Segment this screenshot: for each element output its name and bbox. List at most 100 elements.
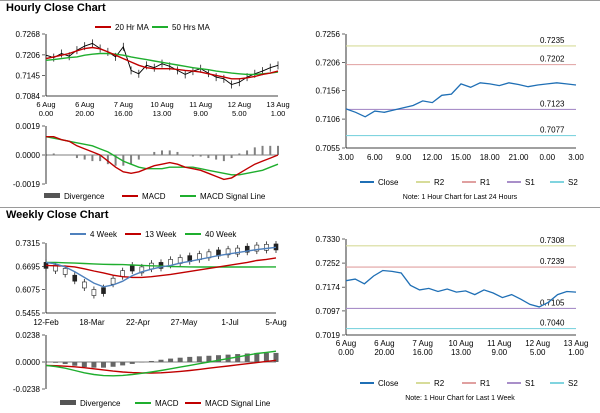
hourly-price-x-tick-date: 10 Aug bbox=[150, 100, 173, 109]
legend-s1-label: S1 bbox=[525, 178, 535, 187]
x-tick-label: 15.00 bbox=[451, 153, 472, 162]
weekly-section-title: Weekly Close Chart bbox=[6, 209, 109, 221]
week40-line bbox=[46, 261, 276, 268]
level-s1-label: 0.7123 bbox=[540, 99, 565, 108]
week4-line bbox=[45, 246, 277, 288]
weekly-price-x-tick: 18-Mar bbox=[79, 318, 105, 327]
divergence-bar bbox=[244, 353, 250, 362]
x-tick-time: 16.00 bbox=[413, 348, 434, 357]
x-tick-date: 13 Aug bbox=[564, 339, 589, 348]
divergence-bar bbox=[148, 360, 154, 362]
legend-13week-label: 13 Week bbox=[145, 230, 177, 239]
chart-note: Note: 1 Hour Chart for Last 1 Week bbox=[405, 395, 515, 402]
level-r2-label: 0.7308 bbox=[540, 236, 565, 245]
x-tick-time: 5.00 bbox=[530, 348, 546, 357]
x-tick-label: 6.00 bbox=[367, 153, 383, 162]
hourly-price-y-tick-label: 0.7084 bbox=[16, 92, 41, 101]
weekly-price-chart: 4 Week 13 Week 40 Week 0.7315 0.6695 0.6075 0.… bbox=[16, 230, 287, 327]
weekly-macd-y-tick-label: 0.0000 bbox=[16, 358, 41, 367]
x-tick-time: 9.00 bbox=[492, 348, 508, 357]
level-r1-label: 0.7202 bbox=[540, 55, 565, 64]
divergence-bar bbox=[187, 356, 193, 362]
legend-50hr-ma-label: 50 Hrs MA bbox=[172, 23, 210, 32]
divergence-bar bbox=[158, 359, 164, 362]
x-tick-label: 12.00 bbox=[422, 153, 443, 162]
hourly-macd-y-tick-label: 0.0019 bbox=[16, 122, 41, 131]
legend-divergence-label: Divergence bbox=[80, 399, 121, 408]
macd-line bbox=[46, 136, 279, 181]
weekly_close-y-tick-label: 0.7019 bbox=[316, 331, 341, 340]
x-tick-time: 0.00 bbox=[338, 348, 354, 357]
weekly_close-y-tick-label: 0.7097 bbox=[316, 307, 341, 316]
hourly-close-chart: 0.7256 0.7206 0.7156 0.7106 0.7055 0.7235 0.72… bbox=[316, 30, 585, 201]
x-tick-date: 11 Aug bbox=[487, 339, 511, 348]
x-tick-time: 1.00 bbox=[568, 348, 584, 357]
hourly-section-title: Hourly Close Chart bbox=[6, 2, 106, 14]
divergence-bar bbox=[254, 352, 260, 362]
weekly-macd-y-tick-label: -0.0238 bbox=[13, 385, 41, 394]
x-tick-date: 12 Aug bbox=[525, 339, 550, 348]
weekly_close-y-tick-label: 0.7330 bbox=[316, 235, 341, 244]
hourly-macd-y-tick-label: -0.0019 bbox=[13, 180, 41, 189]
legend-s2-label: S2 bbox=[568, 178, 578, 187]
candle-body bbox=[264, 244, 269, 251]
x-tick-label: 0.00 bbox=[539, 153, 555, 162]
legend-divergence-swatch bbox=[44, 193, 60, 198]
candle-body bbox=[72, 274, 78, 282]
divergence-bar bbox=[101, 362, 106, 368]
divergence-bar bbox=[62, 362, 68, 365]
weekly-price-x-tick: 27-May bbox=[171, 318, 198, 327]
divergence-bar bbox=[91, 362, 97, 368]
hourly_close-y-tick-label: 0.7055 bbox=[316, 144, 341, 153]
weekly_close-y-tick-label: 0.7174 bbox=[316, 283, 341, 292]
legend-divergence-swatch bbox=[60, 400, 76, 405]
candle-body bbox=[254, 244, 260, 252]
hourly-price-x-tick-time: 16.00 bbox=[114, 109, 133, 118]
candle-body bbox=[91, 289, 97, 296]
candle-body bbox=[101, 287, 106, 294]
x-tick-time: 20.00 bbox=[374, 348, 395, 357]
divergence-bar bbox=[81, 362, 87, 368]
x-tick-date: 6 Aug bbox=[374, 339, 394, 348]
weekly-price-y-tick-label: 0.7315 bbox=[16, 239, 41, 248]
legend-r1-label: R1 bbox=[480, 379, 491, 388]
divergence-bar bbox=[273, 352, 279, 362]
divergence-bar bbox=[53, 362, 59, 363]
x-tick-label: 3.00 bbox=[338, 153, 354, 162]
hourly-price-chart: 20 Hr MA 50 Hrs MA 0.7268 0.7206 0.7145 0.708… bbox=[16, 23, 290, 118]
hourly-price-x-tick-date: 6 Aug bbox=[75, 100, 94, 109]
weekly-price-x-tick: 12-Feb bbox=[33, 318, 59, 327]
hourly-price-x-tick-time: 20.00 bbox=[75, 109, 94, 118]
hourly-price-y-tick-label: 0.7268 bbox=[16, 30, 41, 39]
hourly-price-y-tick-label: 0.7145 bbox=[16, 71, 41, 80]
candle-body bbox=[82, 281, 87, 289]
level-s2-label: 0.7040 bbox=[540, 319, 565, 328]
hourly_close-y-tick-label: 0.7106 bbox=[316, 115, 341, 124]
hourly-price-x-tick-date: 7 Aug bbox=[114, 100, 133, 109]
chart-note: Note: 1 Hour Chart for Last 24 Hours bbox=[403, 194, 518, 201]
legend-r2-label: R2 bbox=[434, 178, 445, 187]
price-line bbox=[45, 42, 279, 85]
level-r1-label: 0.7239 bbox=[540, 257, 565, 266]
x-tick-label: 3.00 bbox=[568, 153, 584, 162]
legend-20hr-ma-label: 20 Hr MA bbox=[115, 23, 149, 32]
divergence-bar bbox=[263, 352, 269, 362]
legend-close-label: Close bbox=[378, 178, 399, 187]
x-tick-label: 18.00 bbox=[480, 153, 501, 162]
hourly-price-y-tick-label: 0.7206 bbox=[16, 51, 41, 60]
divergence-bar bbox=[177, 357, 183, 362]
candle-body bbox=[62, 268, 68, 275]
candle-body bbox=[139, 266, 145, 274]
divergence-bar bbox=[110, 362, 116, 367]
x-tick-date: 6 Aug bbox=[336, 339, 356, 348]
weekly-price-y-tick-label: 0.5455 bbox=[16, 309, 41, 318]
ma20-line bbox=[45, 46, 279, 80]
hourly-price-x-tick-time: 9.00 bbox=[193, 109, 208, 118]
weekly-price-x-tick: 22-Apr bbox=[126, 318, 150, 327]
x-tick-date: 10 Aug bbox=[449, 339, 474, 348]
hourly_close-y-tick-label: 0.7206 bbox=[316, 58, 341, 67]
candle-body bbox=[53, 264, 58, 272]
hourly-price-x-tick-time: 0.00 bbox=[39, 109, 54, 118]
hourly-price-x-tick-time: 13.00 bbox=[153, 109, 172, 118]
legend-divergence-label: Divergence bbox=[64, 192, 105, 201]
